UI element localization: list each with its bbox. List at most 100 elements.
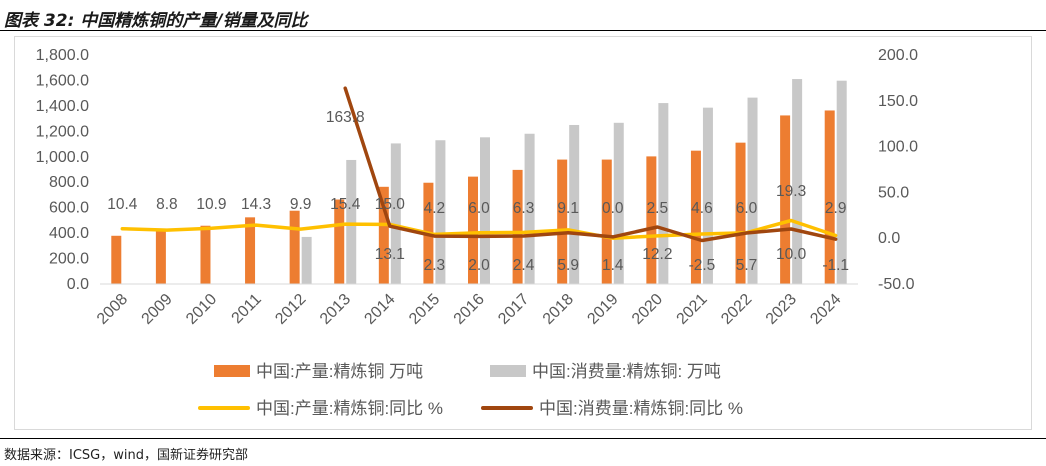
consumption-bar-2017 [524,133,535,284]
left-axis-tick-label: 800.0 [49,174,89,191]
production-yoy-data-label: 10.9 [196,196,226,213]
left-axis-tick-label: 200.0 [49,251,89,268]
production-yoy-data-label: 0.0 [602,200,624,217]
production-yoy-data-label: 9.9 [290,196,312,213]
right-axis-tick-label: 150.0 [878,93,918,110]
production-yoy-data-label: 6.0 [468,200,490,217]
consumption-yoy-data-label: 163.8 [326,109,365,126]
production-bar-2012 [289,210,300,284]
legend-label-2: 中国:消费量:精炼铜: 万吨 [532,362,721,381]
consumption-yoy-data-label: 2.4 [513,257,535,274]
consumption-bar-2016 [480,137,490,284]
consumption-yoy-data-label: 2.3 [424,257,446,274]
data-labels: 10.4 8.8 10.9 14.3 9.9 15.4 15.0 4.2 6.0 6.3 9.1 0.… [107,109,849,274]
consumption-bar-2023 [792,79,803,284]
production-yoy-data-label: 2.9 [825,200,847,217]
x-axis-tick-label: 2023 [763,291,800,328]
left-axis-tick-label: 600.0 [49,200,89,217]
production-yoy-data-label: 8.8 [156,196,178,213]
legend-label-1: 中国:产量:精炼铜 万吨 [256,362,423,381]
consumption-yoy-data-label: 2.0 [468,257,490,274]
x-axis-tick-label: 2016 [451,291,488,328]
x-axis-tick-label: 2024 [807,291,844,328]
production-yoy-data-label: 15.0 [375,196,406,213]
x-axis-tick-label: 2018 [540,291,577,328]
production-bars [111,110,835,284]
right-axis-tick-label: 50.0 [878,184,909,201]
production-bar-2018 [557,159,568,284]
production-bar-2024 [824,110,835,284]
yoy-lines [120,86,838,243]
production-bar-2016 [468,176,478,284]
production-yoy-data-label: 6.3 [513,200,535,217]
production-bar-2011 [245,217,256,284]
production-yoy-data-label: 6.0 [736,200,758,217]
x-axis-tick-label: 2014 [361,291,398,328]
x-axis-tick-label: 2021 [674,291,711,328]
left-axis-tick-label: 0.0 [67,276,89,293]
left-axis-tick-label: 1,200.0 [36,123,89,140]
x-axis-tick-label: 2017 [495,291,532,328]
production-bar-2020 [646,156,657,284]
left-axis-tick-label: 1,400.0 [36,98,89,115]
consumption-yoy-data-label: -1.1 [822,257,849,274]
production-yoy-data-label: 14.3 [241,196,271,213]
consumption-yoy-data-label: 13.1 [375,246,405,263]
source-note: 数据来源：ICSG，wind，国新证券研究部 [4,448,248,463]
production-yoy-data-label: 10.4 [107,196,138,213]
x-axis-tick-label: 2008 [94,291,131,328]
production-bar-2008 [111,235,122,284]
production-yoy-data-label: 19.3 [776,183,806,200]
left-axis-tick-label: 1,600.0 [36,72,89,89]
consumption-bar-2015 [435,140,446,284]
consumption-bar-2019 [613,122,624,284]
consumption-yoy-data-label: -2.5 [689,257,716,274]
legend-label-4: 中国:消费量:精炼铜:同比 % [539,399,743,418]
consumption-bar-2020 [658,103,669,284]
x-axis-tick-label: 2019 [584,291,621,328]
production-yoy-data-label: 4.2 [424,200,446,217]
x-axis-tick-label: 2009 [139,291,176,328]
consumption-yoy-data-label: 12.2 [642,246,672,263]
x-axis-tick-label: 2022 [718,291,755,328]
production-yoy-data-label: 2.5 [647,200,669,217]
figure-header: 图表 32: 中国精炼铜的产量/销量及同比 [0,0,1046,32]
production-bar-2019 [601,159,612,284]
legend-swatch-1 [214,365,250,377]
production-bar-2021 [690,150,701,284]
production-bar-2013 [334,199,345,284]
x-axis-tick-label: 2015 [406,291,443,328]
legend-label-3: 中国:产量:精炼铜:同比 % [256,399,443,418]
consumption-bar-2014 [390,143,401,284]
production-bar-2023 [780,115,791,284]
legend-swatch-2 [490,365,526,377]
left-axis-tick-label: 1,000.0 [36,149,89,166]
consumption-bar-2021 [702,107,713,284]
consumption-bar-2024 [836,80,847,285]
consumption-bar-2013 [346,159,357,284]
consumption-bars [301,79,847,285]
consumption-yoy-data-label: 1.4 [602,257,624,274]
footer-divider [0,438,1046,439]
right-axis-tick-label: 100.0 [878,139,918,156]
production-yoy-line [120,218,838,240]
right-axis-tick-label: 200.0 [878,47,918,64]
production-bar-2014 [378,186,389,284]
chart-frame [14,36,1032,430]
x-axis-tick-label: 2020 [629,291,666,328]
figure-title: 图表 32: 中国精炼铜的产量/销量及同比 [4,11,308,31]
production-bar-2009 [155,231,166,284]
x-axis-tick-label: 2013 [317,291,354,328]
right-axis-tick-label: 0.0 [878,230,900,247]
x-axis-tick-label: 2011 [229,291,265,327]
production-yoy-data-label: 4.6 [691,200,713,217]
production-bar-2010 [200,225,211,284]
left-axis-tick-label: 1,800.0 [36,47,89,64]
consumption-yoy-data-label: 10.0 [776,246,807,263]
production-yoy-data-label: 15.4 [330,196,361,213]
production-bar-2022 [735,142,746,284]
production-yoy-data-label: 9.1 [557,200,579,217]
left-axis-tick-label: 400.0 [49,225,89,242]
header-divider [0,30,1046,31]
